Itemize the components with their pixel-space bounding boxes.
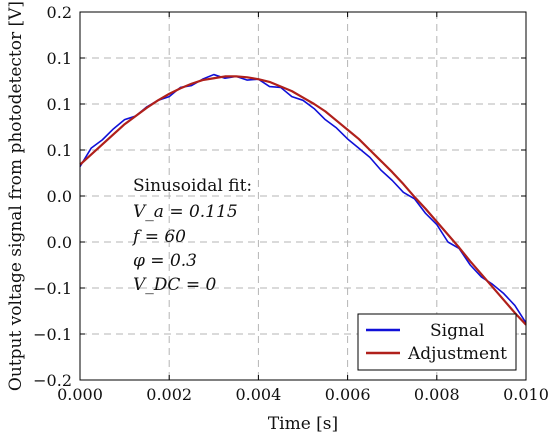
grid bbox=[80, 12, 526, 380]
legend-label-signal: Signal bbox=[430, 321, 485, 341]
ticks: 0.000 0.002 0.004 0.006 0.008 0.010 −0.2 −0.1 −0… bbox=[33, 3, 549, 404]
x-axis-label: Time [s] bbox=[268, 414, 338, 434]
legend: Signal Adjustment bbox=[357, 313, 517, 371]
y-tick-label-1: −0.1 bbox=[33, 325, 72, 344]
y-axis-label: Output voltage signal from photodetector… bbox=[6, 1, 26, 391]
series-line-adjustment bbox=[79, 75, 527, 326]
y-tick-label-7: 0.1 bbox=[47, 49, 72, 68]
y-tick-label-4: 0.0 bbox=[47, 187, 72, 206]
annotation-f: f = 60 bbox=[131, 227, 186, 247]
fit-annotation: Sinusoidal fit: V_a = 0.115 f = 60 φ = 0… bbox=[131, 176, 252, 295]
x-tick-label-0-004: 0.004 bbox=[235, 385, 281, 404]
y-tick-label-3: 0.0 bbox=[47, 233, 72, 252]
legend-label-adjustment: Adjustment bbox=[407, 344, 507, 364]
legend-box bbox=[357, 313, 517, 371]
y-tick-label-2: −0.1 bbox=[33, 279, 72, 298]
annotation-vdc: V_DC = 0 bbox=[133, 275, 216, 295]
x-tick-label-0-000: 0.000 bbox=[57, 385, 103, 404]
x-tick-label-0-006: 0.006 bbox=[325, 385, 371, 404]
x-tick-label-0-008: 0.008 bbox=[414, 385, 460, 404]
x-tick-label-0-002: 0.002 bbox=[146, 385, 192, 404]
y-tick-label-8: 0.2 bbox=[47, 3, 72, 22]
y-tick-label-6: 0.1 bbox=[47, 95, 72, 114]
y-tick-label-5: 0.1 bbox=[47, 141, 72, 160]
series-layer bbox=[79, 73, 527, 326]
x-tick-label-0-010: 0.010 bbox=[503, 385, 549, 404]
annotation-va: V_a = 0.115 bbox=[133, 202, 238, 222]
y-tick-label-0: −0.2 bbox=[33, 371, 72, 390]
annotation-title: Sinusoidal fit: bbox=[133, 176, 252, 196]
annotation-phi: φ = 0.3 bbox=[133, 251, 197, 271]
